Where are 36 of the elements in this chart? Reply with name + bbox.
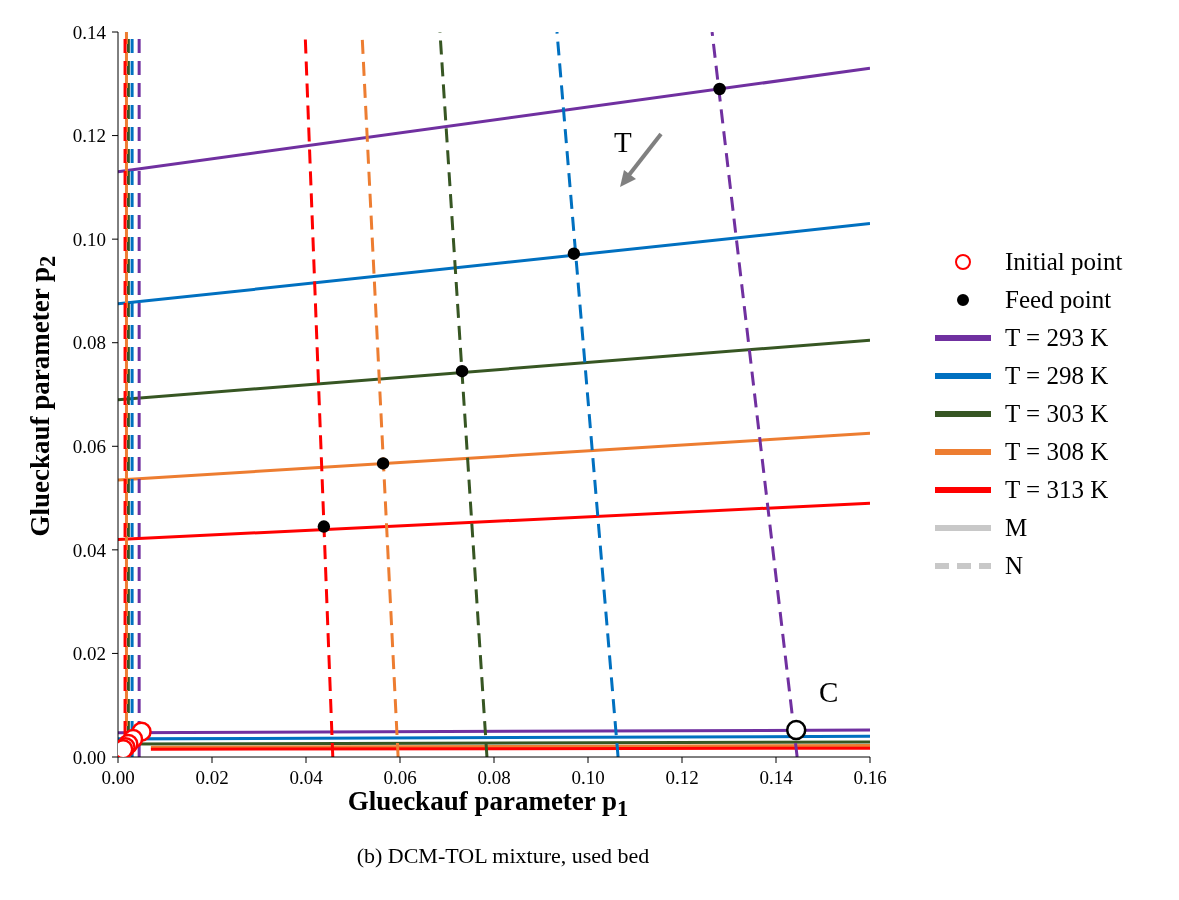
y-tick-label: 0.08 [72,332,106,354]
y-tick-label: 0.00 [72,746,106,768]
x-tick-label: 0.04 [289,767,324,789]
y-tick-label: 0.10 [72,228,106,250]
x-tick-label: 0.02 [195,767,229,789]
y-tick-label: 0.02 [72,643,106,665]
y-tick-label: 0.04 [72,539,107,561]
y-tick-label: 0.12 [72,125,106,147]
x-tick-label: 0.12 [665,767,699,789]
legend-label: N [1005,552,1024,580]
x-tick-label: 0.14 [759,767,794,789]
x-tick-label: 0.16 [853,767,887,789]
legend-label: T = 298 K [1005,362,1109,390]
point [567,247,581,260]
x-tick-label: 0.10 [571,767,605,789]
x-axis-title: Glueckauf parameter p$_{1}$ [347,786,629,822]
y-tick-label: 0.14 [72,21,107,43]
x-tick-label: 0.06 [383,767,417,789]
legend-label: T = 313 K [1005,476,1109,504]
x-tick-label: 0.00 [101,767,135,789]
x-tick-label: 0.08 [477,767,511,789]
legend-label: Initial point [1005,248,1123,276]
legend-label: Feed point [1005,286,1112,314]
legend-label: T = 293 K [1005,324,1109,352]
point [317,520,331,533]
point [713,82,726,96]
y-tick-label: 0.06 [72,436,106,458]
legend-label: M [1005,514,1028,542]
point [455,364,469,378]
point [785,719,807,741]
annotation: T [614,126,632,158]
legend-label: T = 303 K [1005,400,1109,428]
point [376,457,390,470]
legend-label: T = 308 K [1005,438,1109,466]
text: (b) DCM-TOL mixture, used bed [355,843,651,869]
annotation: C [819,676,839,708]
